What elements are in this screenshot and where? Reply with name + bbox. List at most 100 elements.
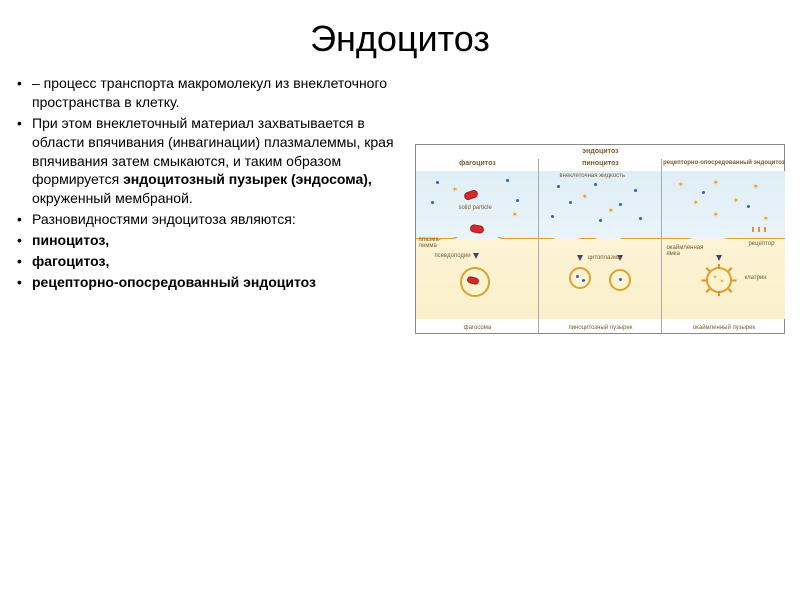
fluid-dot-icon (551, 215, 554, 218)
cytoplasm-region (416, 239, 538, 319)
fluid-dot-icon (436, 181, 439, 184)
fluid-dot-icon (619, 278, 622, 281)
fluid-dot-icon (582, 279, 585, 282)
ligand-star-icon: ✶ (719, 279, 724, 285)
receptor-endocytosis-panel: рецепторно-опосредованный эндоцитоз ✶ ✶ … (662, 159, 785, 333)
page-title: Эндоцитоз (0, 0, 800, 74)
bullet-marker: • (14, 273, 32, 292)
phagocytosis-panel: фагоцитоз solid particle ✶ ✶ (416, 159, 539, 333)
receptor-label: рецептор (748, 241, 774, 247)
bullet-text: – процесс транспорта макромолекул из вне… (32, 75, 387, 110)
clathrin-spike-icon (728, 267, 733, 272)
fluid-dot-icon (431, 201, 434, 204)
fluid-dot-icon (599, 219, 602, 222)
bullet-item: • пиноцитоз, (14, 231, 407, 250)
fluid-dot-icon (506, 179, 509, 182)
plasma-label: плазма-лемма (418, 237, 448, 249)
ligand-star-icon: ✶ (712, 211, 719, 219)
bullet-item: • фагоцитоз, (14, 252, 407, 271)
pinosome-icon (569, 267, 591, 289)
fluid-dot-icon (634, 189, 637, 192)
pinosome-icon (609, 269, 631, 291)
clathrin-spike-icon (718, 291, 720, 296)
receptor-icon (752, 227, 754, 232)
bullet-bold: эндоцитозный пузырек (эндосома), (123, 171, 372, 187)
cytoplasm-region: цитоплазма (539, 239, 661, 319)
bullet-marker: • (14, 252, 32, 271)
receptor-icon (764, 227, 766, 232)
fluid-dot-icon (569, 201, 572, 204)
ligand-star-icon: ✶ (607, 207, 614, 215)
arrow-down-icon (473, 253, 479, 259)
arrow-down-icon (716, 255, 722, 261)
phagosome-icon (460, 267, 490, 297)
phagosome-label: фагосома (416, 325, 538, 331)
bullet-item: • – процесс транспорта макромолекул из в… (14, 74, 407, 112)
fluid-dot-icon (516, 199, 519, 202)
fluid-dot-icon (619, 203, 622, 206)
ligand-star-icon: ✶ (692, 199, 699, 207)
bullet-list: • – процесс транспорта макромолекул из в… (14, 74, 407, 292)
panel-title: фагоцитоз (416, 159, 538, 171)
ligand-star-icon: ✶ (451, 186, 458, 194)
fluid-dot-icon (747, 205, 750, 208)
fluid-dot-icon (576, 275, 579, 278)
panel-title: пиноцитоз (539, 159, 661, 171)
fluid-dot-icon (557, 185, 560, 188)
solid-particle-icon (463, 189, 479, 201)
ligand-star-icon: ✶ (712, 179, 719, 187)
extracellular-region: solid particle ✶ ✶ (416, 171, 538, 239)
bullet-marker: • (14, 231, 32, 250)
content-row: • – процесс транспорта макромолекул из в… (0, 74, 800, 334)
clathrin-spike-icon (706, 267, 711, 272)
pseudopodia-label: псевдоподии (434, 253, 470, 259)
clathrin-spike-icon (706, 288, 711, 293)
ligand-star-icon: ✶ (712, 275, 717, 281)
ligand-star-icon: ✶ (762, 215, 769, 223)
arrow-down-icon (577, 255, 583, 261)
bullet-item: • рецепторно-опосредованный эндоцитоз (14, 273, 407, 292)
receptor-icon (758, 227, 760, 232)
text-column: • – процесс транспорта макромолекул из в… (14, 74, 415, 334)
ligand-star-icon: ✶ (752, 183, 759, 191)
panel-title: рецепторно-опосредованный эндоцитоз (662, 159, 785, 171)
fluid-dot-icon (639, 217, 642, 220)
extracellular-region: ✶ ✶ ✶ ✶ ✶ ✶ ✶ (662, 171, 785, 239)
cytoplasm-region: ✶ ✶ окаймленная ямка рецептор кл (662, 239, 785, 319)
coated-vesicle-label: окаймленный пузырек (662, 325, 785, 331)
cytoplasm-label: цитоплазма (587, 255, 620, 261)
clathrin-spike-icon (732, 280, 737, 282)
clathrin-spike-icon (718, 264, 720, 269)
bullet-item: • Разновидностями эндоцитоза являются: (14, 210, 407, 229)
bullet-bold: пиноцитоз, (32, 231, 407, 250)
bullet-bold: рецепторно-опосредованный эндоцитоз (32, 273, 407, 292)
bullet-marker: • (14, 74, 32, 93)
clathrin-spike-icon (728, 288, 733, 293)
diagram-title: эндоцитоз (582, 148, 618, 155)
bullet-text: окруженный мембраной. (32, 190, 193, 206)
ligand-star-icon: ✶ (677, 181, 684, 189)
diagram-column: эндоцитоз фагоцитоз solid particle ✶ ✶ (415, 74, 786, 334)
solid-particle-icon (470, 224, 485, 234)
bullet-text: Разновидностями эндоцитоза являются: (32, 211, 296, 227)
coated-pit-label: окаймленная ямка (666, 245, 716, 257)
extracellular-region: внеклеточная жидкость ✶ ✶ (539, 171, 661, 239)
ligand-star-icon: ✶ (732, 197, 739, 205)
bullet-item: • При этом внеклеточный материал захваты… (14, 114, 407, 208)
fluid-dot-icon (594, 183, 597, 186)
solid-particle-icon (467, 276, 480, 286)
coated-vesicle-icon: ✶ ✶ (706, 267, 732, 293)
fluid-dot-icon (702, 191, 705, 194)
clathrin-label: клатрин (744, 275, 766, 281)
bullet-marker: • (14, 114, 32, 133)
endocytosis-diagram: эндоцитоз фагоцитоз solid particle ✶ ✶ (415, 144, 785, 334)
solid-particle-label: solid particle (458, 205, 491, 211)
fluid-label: внеклеточная жидкость (559, 173, 625, 179)
ligand-star-icon: ✶ (581, 193, 588, 201)
pinosome-label: пиноцитозный пузырек (539, 325, 661, 331)
clathrin-spike-icon (702, 280, 707, 282)
ligand-star-icon: ✶ (511, 211, 518, 219)
pinocytosis-panel: пиноцитоз внеклеточная жидкость ✶ ✶ (539, 159, 662, 333)
bullet-marker: • (14, 210, 32, 229)
bullet-bold: фагоцитоз, (32, 252, 407, 271)
